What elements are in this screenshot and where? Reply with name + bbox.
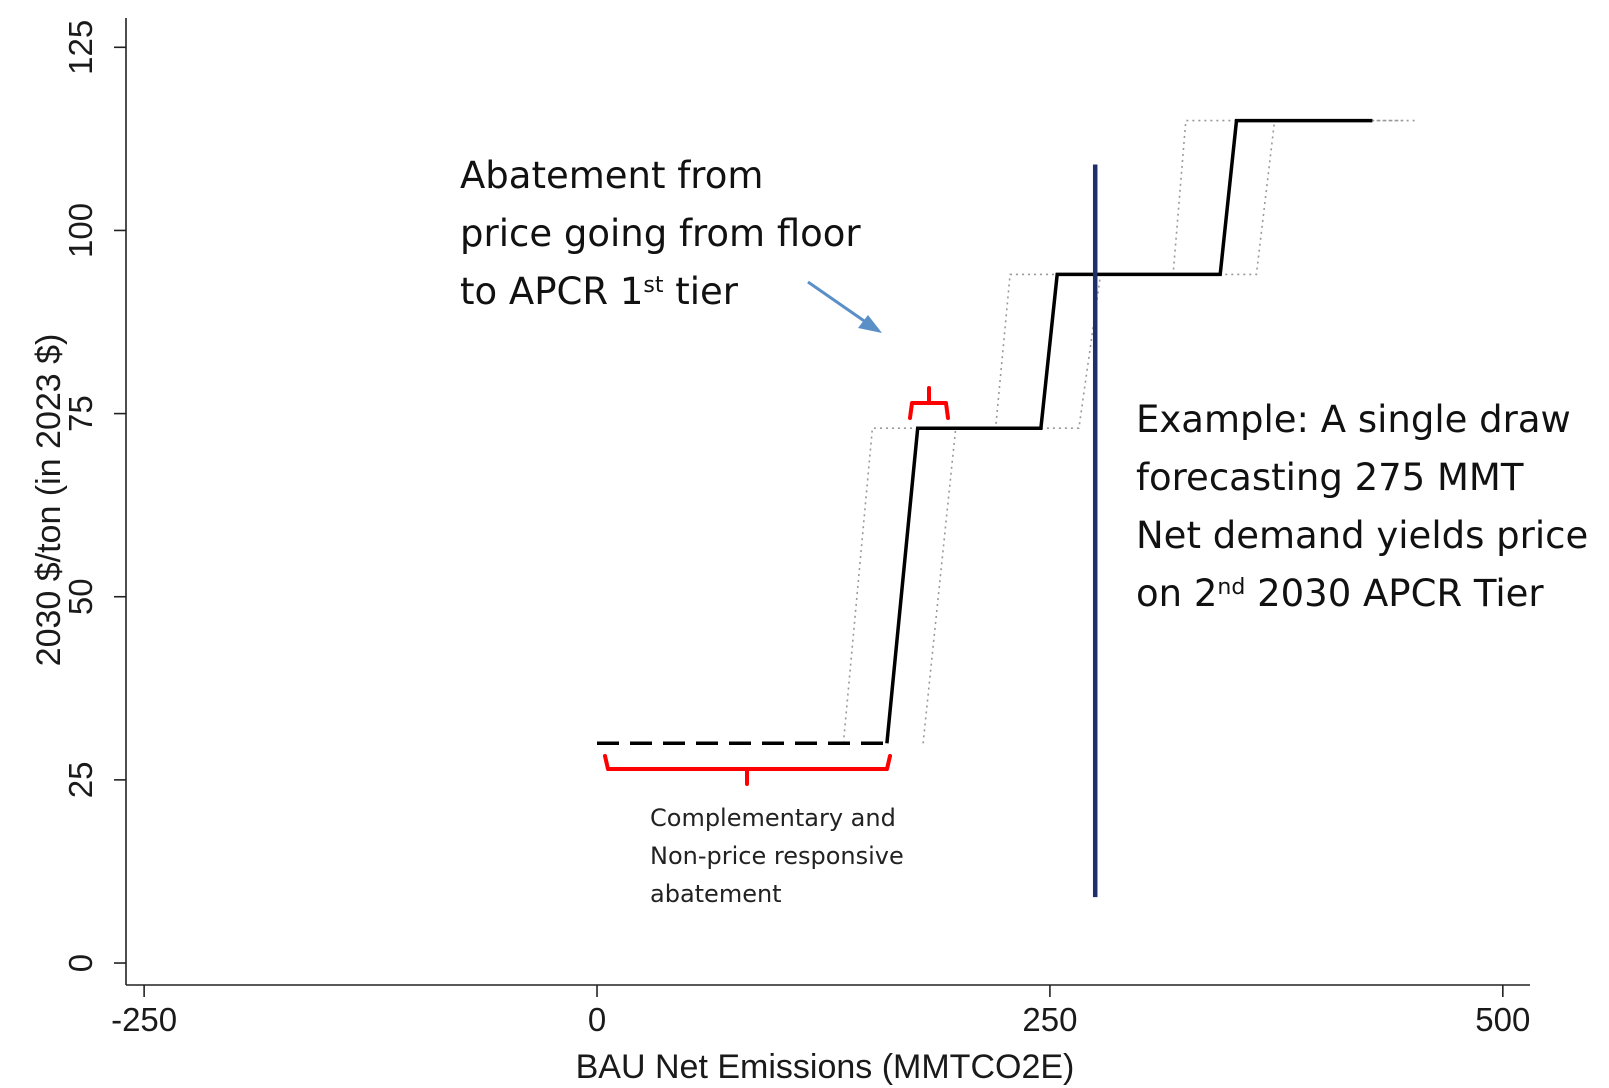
series-line-solid [885,118,1373,744]
complementary-annotation: Complementary and Non-price responsive a… [650,804,911,908]
arrow-shaft [807,280,871,327]
complementary-line-3: abatement [650,880,782,908]
series [597,118,1416,746]
complementary-line-2: Non-price responsive [650,842,904,870]
y-tick-label: 50 [62,578,99,615]
y-tick-label: 100 [62,203,99,258]
series-line-dotted [842,119,1404,744]
complementary-line-1: Complementary and [650,804,896,832]
example-line-4: on 2nd 2030 APCR Tier [1136,572,1544,615]
example-line-3: Net demand yields price [1136,514,1588,557]
y-tick-label: 0 [62,954,99,972]
abatement-line-1: Abatement from [460,154,763,197]
example-line-1: Example: A single draw [1136,398,1571,441]
abatement-annotation: Abatement from price going from floor to… [460,154,872,313]
abatement-line-2: price going from floor [460,212,861,255]
brace-complementary [603,754,892,786]
x-axis-title: BAU Net Emissions (MMTCO2E) [576,1048,1075,1086]
y-tick-label: 125 [62,20,99,75]
brace-abatement [908,386,950,420]
y-axis-title: 2030 $/ton (in 2023 $) [30,334,68,667]
x-tick-label: 250 [1022,1001,1077,1038]
arrow-head-icon [858,315,882,333]
example-line-2: forecasting 275 MMT [1136,456,1524,499]
axes: -250 0 250 500 0 25 50 75 100 125 [62,18,1530,1038]
x-tick-label: 0 [588,1001,606,1038]
abatement-line-3: to APCR 1st tier [460,270,739,313]
x-tick-label: -250 [111,1001,177,1038]
y-tick-label: 25 [62,762,99,799]
annotation-marks [603,280,950,786]
example-annotation: Example: A single draw forecasting 275 M… [1136,398,1600,615]
y-tick-label: 75 [62,395,99,432]
x-tick-label: 500 [1475,1001,1530,1038]
